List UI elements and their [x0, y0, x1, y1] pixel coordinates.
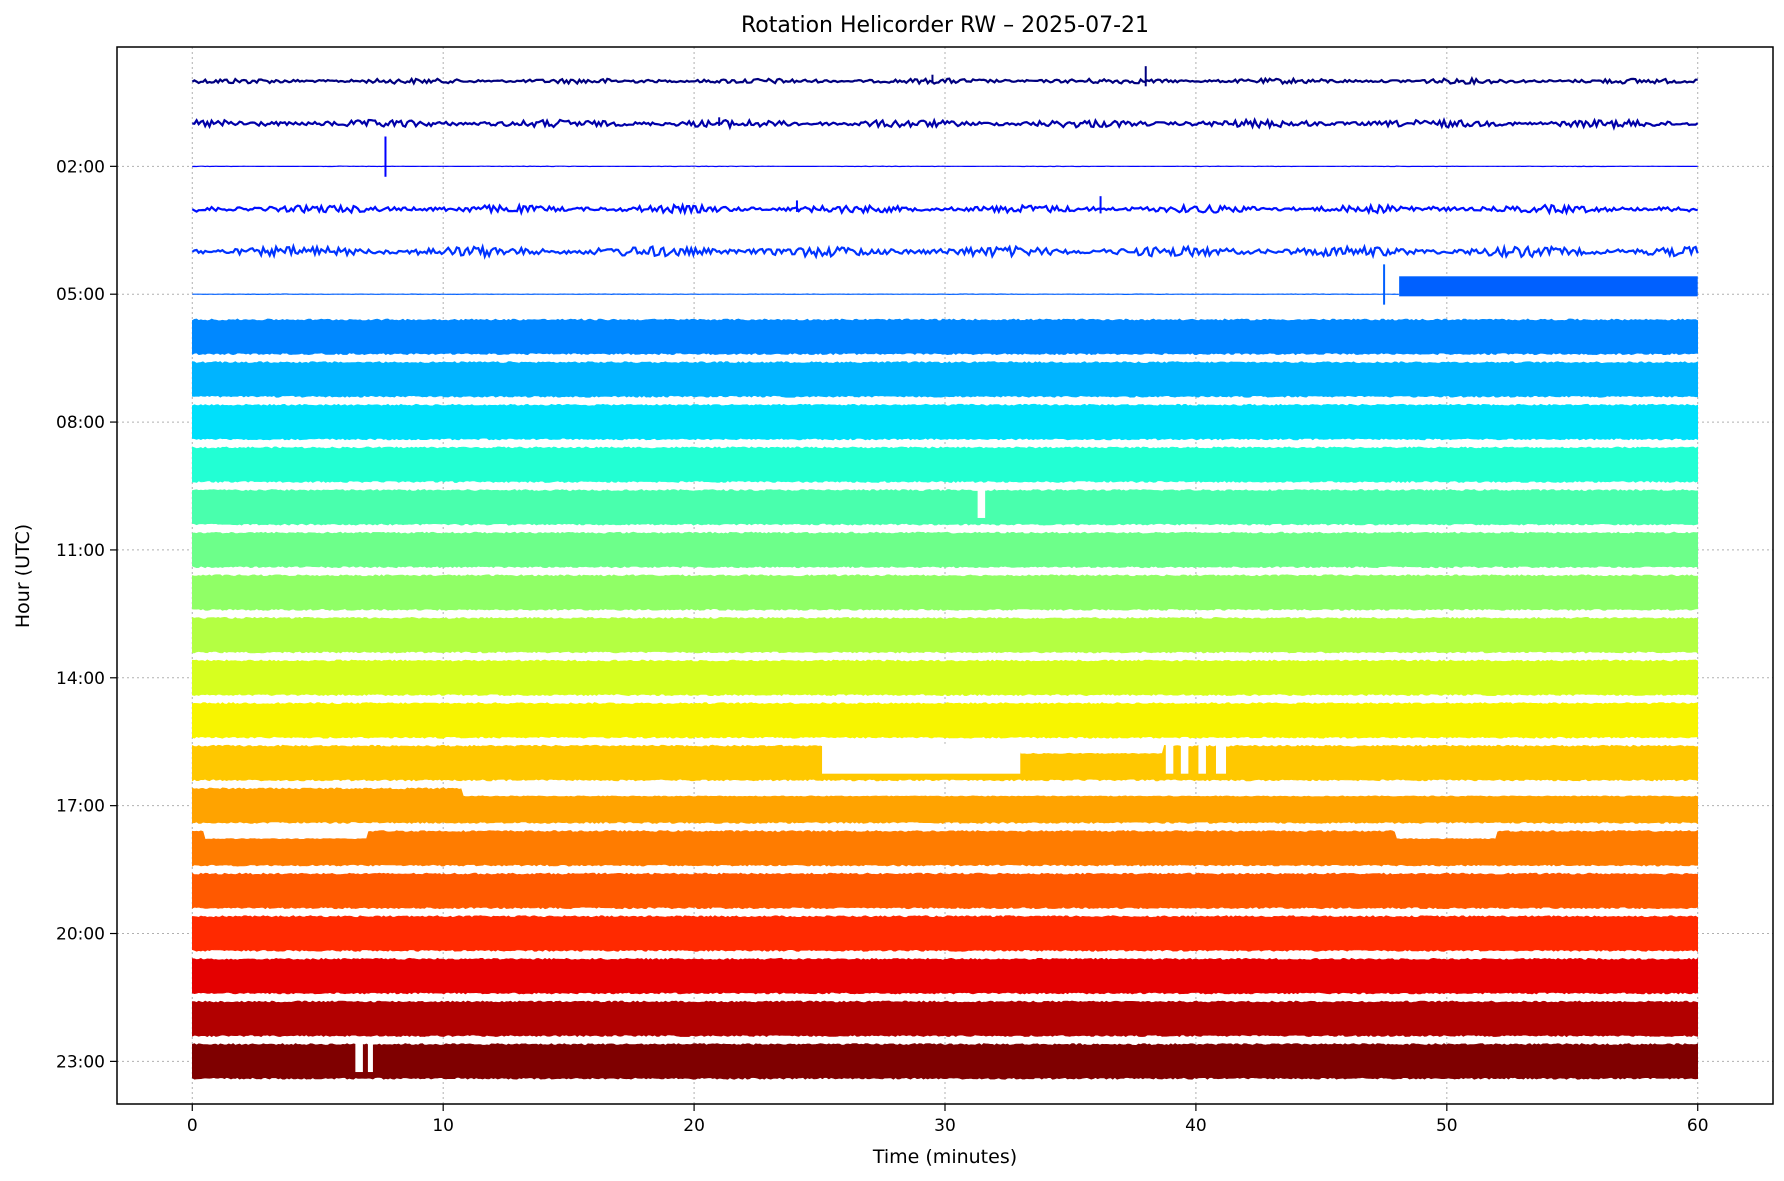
trace-hour-21 [192, 957, 1698, 995]
trace-lines [191, 66, 1699, 1080]
trace-line [191, 242, 1699, 260]
trace-band [192, 1043, 1698, 1080]
trace-hour-20 [192, 915, 1698, 952]
y-tick-label: 08:00 [56, 413, 105, 433]
trace-hour-8 [192, 403, 1698, 441]
trace-block [1399, 276, 1698, 297]
trace-hour-3 [191, 196, 1698, 217]
trace-hour-10 [192, 488, 1698, 526]
chart-title: Rotation Helicorder RW – 2025-07-21 [741, 13, 1149, 38]
trace-gap [1198, 743, 1206, 774]
trace-line [191, 75, 1698, 86]
trace-hour-18 [192, 830, 1698, 867]
trace-gap [822, 743, 1021, 774]
trace-band [192, 1000, 1698, 1038]
trace-band [192, 830, 1698, 867]
trace-band [192, 446, 1698, 483]
trace-gap [367, 1042, 373, 1073]
trace-band [192, 702, 1698, 739]
x-tick-label: 50 [1436, 1116, 1458, 1136]
trace-gap [1215, 743, 1227, 774]
trace-line [191, 201, 1698, 217]
trace-gap [1165, 743, 1174, 774]
trace-band [192, 574, 1698, 611]
trace-band [192, 361, 1698, 398]
trace-band [192, 659, 1698, 697]
x-tick-label: 20 [683, 1116, 705, 1136]
trace-hour-12 [192, 574, 1698, 611]
trace-hour-4 [191, 242, 1699, 260]
y-tick-label: 20:00 [56, 925, 105, 945]
x-tick-label: 40 [1185, 1116, 1207, 1136]
trace-hour-5 [192, 264, 1698, 305]
trace-hour-23 [192, 1042, 1698, 1080]
trace-gap [977, 488, 986, 518]
y-axis-label: Hour (UTC) [12, 524, 34, 628]
trace-band [192, 616, 1698, 654]
x-tick-label: 30 [934, 1116, 956, 1136]
y-tick-label: 05:00 [56, 285, 105, 305]
trace-hour-6 [192, 318, 1698, 356]
y-tick-label: 02:00 [56, 157, 105, 177]
trace-hour-0 [191, 66, 1698, 87]
trace-hour-7 [192, 361, 1698, 398]
y-tick-label: 11:00 [56, 541, 105, 561]
x-axis-label: Time (minutes) [872, 1146, 1017, 1168]
trace-hour-22 [192, 1000, 1698, 1038]
y-axis-ticks: 02:00 05:00 08:00 11:00 14:00 17:00 20:00 23:00 [56, 157, 117, 1072]
trace-hour-19 [192, 872, 1698, 910]
x-tick-label: 0 [187, 1116, 198, 1136]
trace-hour-13 [192, 616, 1698, 654]
trace-hour-2 [192, 136, 1698, 177]
trace-line [192, 116, 1699, 131]
y-tick-label: 14:00 [56, 669, 105, 689]
trace-band [192, 787, 1698, 825]
trace-hour-11 [192, 531, 1698, 569]
trace-hour-9 [192, 446, 1698, 483]
trace-hour-15 [192, 702, 1698, 739]
trace-gap [355, 1042, 363, 1073]
trace-hour-16 [192, 743, 1698, 782]
x-tick-label: 60 [1687, 1116, 1709, 1136]
trace-gap [1180, 743, 1189, 774]
x-axis-ticks: 0 10 20 30 40 50 60 [187, 1104, 1709, 1136]
y-tick-label: 17:00 [56, 797, 105, 817]
trace-hour-14 [192, 659, 1698, 697]
trace-band [192, 915, 1698, 952]
trace-band [192, 403, 1698, 441]
x-tick-label: 10 [432, 1116, 454, 1136]
trace-band [192, 318, 1698, 356]
trace-hour-1 [192, 116, 1699, 131]
trace-hour-17 [192, 787, 1698, 825]
trace-band [192, 531, 1698, 569]
trace-band [192, 872, 1698, 910]
trace-band [192, 957, 1698, 995]
y-tick-label: 23:00 [56, 1052, 105, 1072]
trace-band [192, 489, 1698, 526]
